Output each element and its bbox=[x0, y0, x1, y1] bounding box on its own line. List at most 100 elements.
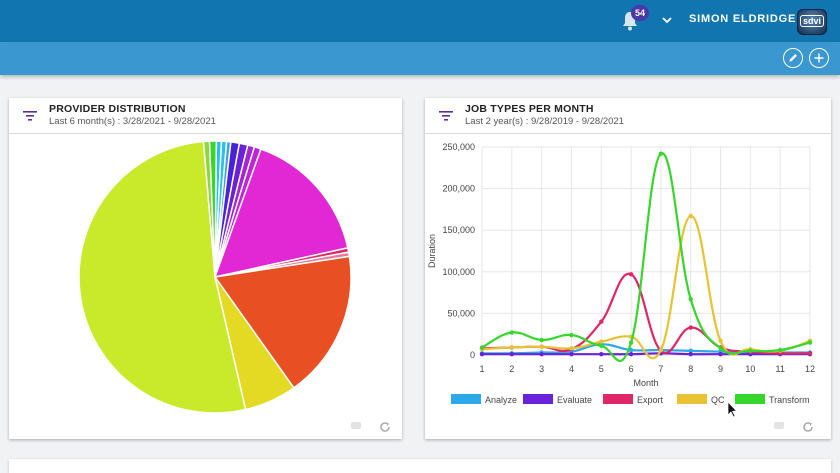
data-point-qc[interactable] bbox=[539, 344, 544, 349]
card-title: PROVIDER DISTRIBUTION bbox=[49, 103, 186, 115]
data-point-analyze[interactable] bbox=[688, 348, 693, 354]
x-tick-label: 4 bbox=[569, 364, 574, 374]
data-point-transform[interactable] bbox=[479, 345, 485, 350]
x-tick-label: 11 bbox=[776, 364, 785, 374]
data-point-transform[interactable] bbox=[748, 348, 753, 354]
x-tick-label: 6 bbox=[629, 364, 634, 374]
legend-label: Transform bbox=[769, 395, 810, 405]
y-tick-label: 0 bbox=[470, 350, 475, 360]
data-point-export[interactable] bbox=[807, 351, 813, 356]
data-point-qc[interactable] bbox=[718, 338, 723, 344]
x-tick-label: 8 bbox=[688, 364, 693, 374]
x-tick-label: 7 bbox=[658, 364, 663, 374]
data-point-evaluate[interactable] bbox=[509, 351, 515, 357]
user-name[interactable]: SIMON ELDRIDGE bbox=[689, 13, 797, 25]
x-tick-label: 9 bbox=[718, 364, 723, 374]
legend-label: Analyze bbox=[485, 395, 517, 405]
data-point-transform[interactable] bbox=[539, 337, 544, 343]
pie-slice-7[interactable] bbox=[213, 148, 349, 279]
mouse-cursor-icon bbox=[727, 401, 738, 418]
data-point-transform[interactable] bbox=[777, 347, 783, 353]
legend-item-export[interactable]: Export bbox=[603, 394, 664, 405]
filter-icon[interactable] bbox=[439, 111, 453, 121]
legend-swatch bbox=[677, 394, 707, 404]
data-point-evaluate[interactable] bbox=[599, 351, 604, 357]
x-tick-label: 2 bbox=[509, 364, 514, 374]
provider-distribution-card: PROVIDER DISTRIBUTION Last 6 month(s) : … bbox=[9, 98, 402, 439]
toolbar bbox=[0, 42, 840, 75]
card-date-range: Last 2 year(s) : 9/28/2019 - 9/28/2021 bbox=[465, 116, 624, 127]
data-point-evaluate[interactable] bbox=[688, 351, 693, 357]
y-tick-label: 200,000 bbox=[442, 184, 475, 194]
pie-slice-12[interactable] bbox=[78, 140, 247, 414]
avatar-logo-text: sdvi bbox=[799, 15, 824, 27]
data-point-qc[interactable] bbox=[509, 345, 515, 350]
data-point-transform[interactable] bbox=[569, 332, 574, 338]
data-point-transform[interactable] bbox=[509, 330, 515, 335]
legend-label: QC bbox=[711, 395, 725, 405]
legend-swatch bbox=[735, 394, 765, 404]
data-point-transform[interactable] bbox=[658, 151, 664, 156]
card-header: JOB TYPES PER MONTH Last 2 year(s) : 9/2… bbox=[425, 98, 831, 134]
card-header: PROVIDER DISTRIBUTION Last 6 month(s) : … bbox=[9, 98, 402, 134]
x-tick-label: 10 bbox=[745, 364, 755, 374]
x-tick-label: 3 bbox=[539, 364, 544, 374]
data-point-qc[interactable] bbox=[658, 347, 664, 353]
legend-item-analyze[interactable]: Analyze bbox=[451, 394, 517, 405]
data-point-evaluate[interactable] bbox=[628, 351, 634, 357]
x-tick-label: 1 bbox=[479, 364, 484, 374]
data-point-transform[interactable] bbox=[688, 297, 693, 302]
legend-label: Evaluate bbox=[557, 395, 592, 405]
top-app-bar bbox=[0, 0, 840, 42]
x-tick-label: 5 bbox=[599, 364, 604, 374]
data-point-export[interactable] bbox=[599, 319, 604, 324]
data-point-transform[interactable] bbox=[628, 340, 634, 345]
plus-icon bbox=[814, 53, 824, 63]
refresh-icon[interactable] bbox=[802, 421, 814, 433]
y-tick-label: 50,000 bbox=[447, 308, 475, 318]
data-point-export[interactable] bbox=[688, 325, 693, 330]
legend-label: Export bbox=[637, 395, 664, 405]
refresh-icon[interactable] bbox=[379, 421, 391, 433]
x-axis-label: Month bbox=[633, 378, 658, 388]
notifications-count-badge: 54 bbox=[631, 5, 649, 21]
data-point-transform[interactable] bbox=[807, 340, 813, 345]
legend-swatch bbox=[603, 394, 633, 404]
data-point-evaluate[interactable] bbox=[539, 351, 544, 357]
chevron-down-icon[interactable] bbox=[661, 14, 673, 26]
legend-item-qc[interactable]: QC bbox=[677, 394, 725, 405]
x-tick-label: 12 bbox=[805, 364, 815, 374]
data-point-transform[interactable] bbox=[599, 343, 604, 349]
data-point-qc[interactable] bbox=[688, 213, 693, 219]
job-types-per-month-card: JOB TYPES PER MONTH Last 2 year(s) : 9/2… bbox=[425, 98, 831, 439]
card-title: JOB TYPES PER MONTH bbox=[465, 103, 594, 115]
pie-slice-10[interactable] bbox=[213, 255, 352, 389]
y-axis-label: Duration bbox=[427, 234, 437, 268]
legend-item-transform[interactable]: Transform bbox=[735, 394, 810, 405]
card-date-range: Last 6 month(s) : 3/28/2021 - 9/28/2021 bbox=[49, 116, 216, 127]
y-tick-label: 250,000 bbox=[442, 142, 475, 152]
comment-icon[interactable] bbox=[350, 421, 362, 433]
user-avatar[interactable]: sdvi bbox=[797, 9, 827, 35]
series-line-transform[interactable] bbox=[481, 152, 811, 362]
data-point-transform[interactable] bbox=[718, 346, 723, 351]
data-point-evaluate[interactable] bbox=[479, 351, 485, 357]
edit-button[interactable] bbox=[783, 48, 803, 68]
data-point-evaluate[interactable] bbox=[569, 351, 574, 357]
provider-pie-chart bbox=[78, 140, 352, 414]
pencil-icon bbox=[789, 53, 798, 62]
filter-icon[interactable] bbox=[23, 111, 37, 121]
legend-swatch bbox=[523, 394, 553, 404]
next-card-edge bbox=[9, 459, 831, 473]
y-tick-label: 100,000 bbox=[442, 267, 475, 277]
pie-slice-14[interactable] bbox=[208, 140, 218, 278]
data-point-export[interactable] bbox=[628, 272, 634, 277]
data-point-qc[interactable] bbox=[569, 346, 574, 351]
legend-item-evaluate[interactable]: Evaluate bbox=[523, 394, 592, 405]
comment-icon[interactable] bbox=[773, 421, 785, 433]
data-point-evaluate[interactable] bbox=[718, 351, 723, 357]
y-tick-label: 150,000 bbox=[442, 225, 475, 235]
add-button[interactable] bbox=[809, 48, 829, 68]
data-point-qc[interactable] bbox=[599, 339, 604, 344]
